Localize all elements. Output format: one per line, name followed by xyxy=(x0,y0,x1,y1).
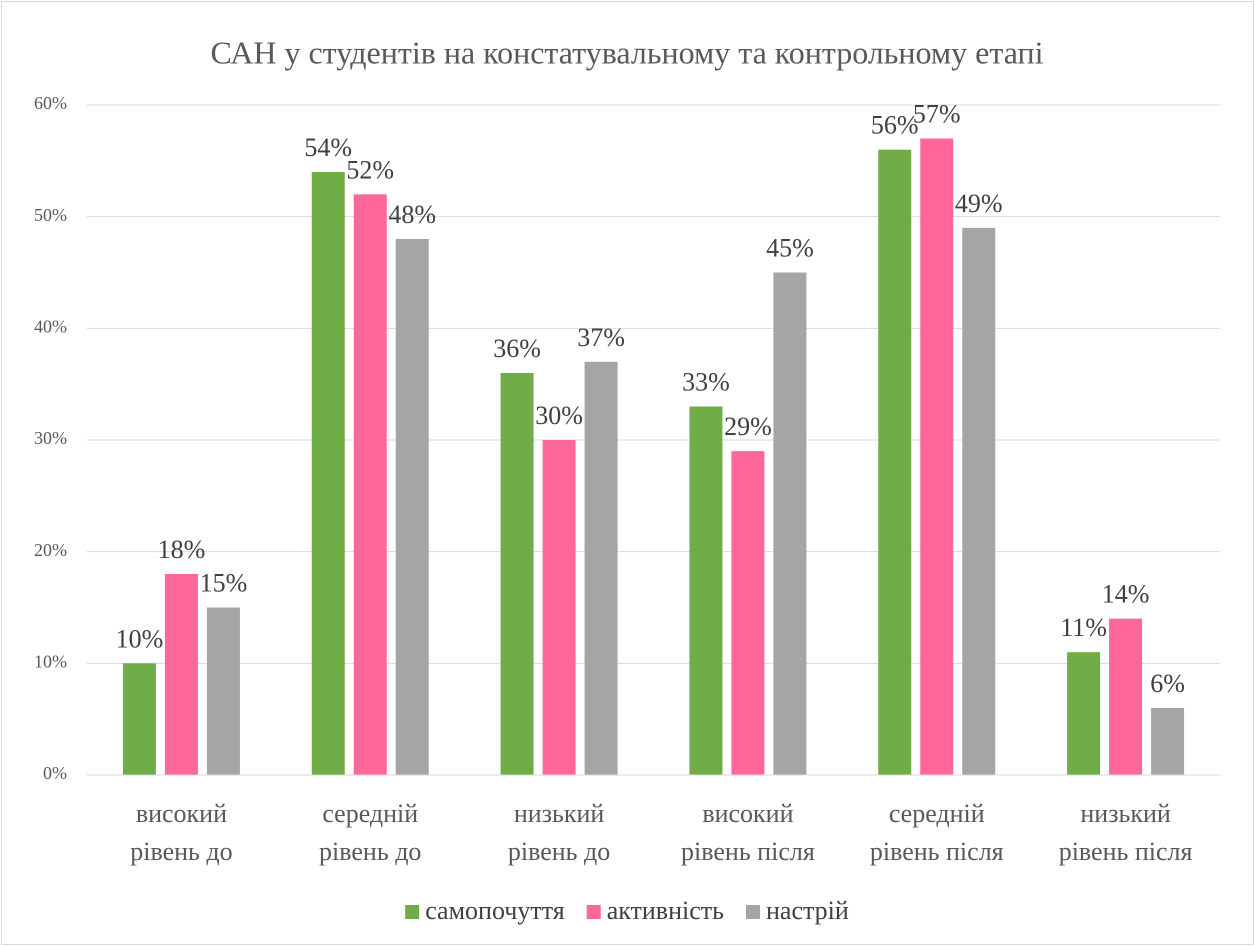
legend-swatch xyxy=(586,905,601,919)
y-tick-label: 20% xyxy=(34,540,67,560)
legend-swatch xyxy=(745,905,760,919)
bar xyxy=(1109,618,1143,775)
data-label: 29% xyxy=(724,412,772,441)
y-tick-label: 60% xyxy=(34,93,67,113)
x-tick-label: високий рівень після xyxy=(681,799,815,866)
bar xyxy=(584,361,618,775)
y-tick-label: 10% xyxy=(34,651,67,671)
legend-swatch xyxy=(405,905,420,919)
bar xyxy=(1151,708,1185,775)
data-label: 33% xyxy=(682,367,730,396)
bar xyxy=(500,373,534,775)
y-tick-label: 0% xyxy=(43,763,67,783)
data-label: 54% xyxy=(304,133,352,162)
x-tick-label: середній рівень після xyxy=(870,799,1004,866)
bar xyxy=(1067,652,1101,775)
data-label: 30% xyxy=(535,401,583,430)
y-tick-label: 40% xyxy=(34,316,67,336)
bar xyxy=(689,406,723,775)
data-label: 45% xyxy=(766,233,814,262)
x-tick-label: низький рівень після xyxy=(1059,799,1193,866)
data-label: 14% xyxy=(1102,580,1150,609)
bar xyxy=(542,440,576,775)
data-label: 57% xyxy=(913,99,961,128)
data-label: 18% xyxy=(158,535,206,564)
bar xyxy=(731,451,765,775)
bar xyxy=(920,138,954,775)
data-label: 6% xyxy=(1150,669,1185,698)
data-label: 48% xyxy=(388,200,436,229)
bar xyxy=(206,607,240,775)
x-tick-label: низький рівень до xyxy=(508,799,610,866)
data-label: 36% xyxy=(493,334,541,363)
bar xyxy=(311,172,345,775)
bar xyxy=(122,663,156,775)
y-tick-label: 50% xyxy=(34,205,67,225)
data-label: 49% xyxy=(955,189,1003,218)
bar xyxy=(395,239,429,775)
data-label: 11% xyxy=(1060,613,1107,642)
x-tick-label: середній рівень до xyxy=(319,799,421,866)
data-label: 37% xyxy=(577,323,625,352)
data-label: 56% xyxy=(871,111,919,140)
bar xyxy=(164,574,198,775)
data-label: 15% xyxy=(200,568,248,597)
bar xyxy=(773,272,807,775)
bar xyxy=(353,194,387,776)
legend-label: самопочуття xyxy=(425,896,565,925)
data-label: 52% xyxy=(346,155,394,184)
bar xyxy=(878,149,912,775)
data-label: 10% xyxy=(116,624,164,653)
y-tick-label: 30% xyxy=(34,428,67,448)
bar xyxy=(962,227,996,776)
legend-label: настрій xyxy=(766,896,849,925)
legend-label: активність xyxy=(607,896,724,925)
x-tick-label: високий рівень до xyxy=(130,799,232,866)
chart-title: САН у студентів на констатувальному та к… xyxy=(211,34,1044,70)
